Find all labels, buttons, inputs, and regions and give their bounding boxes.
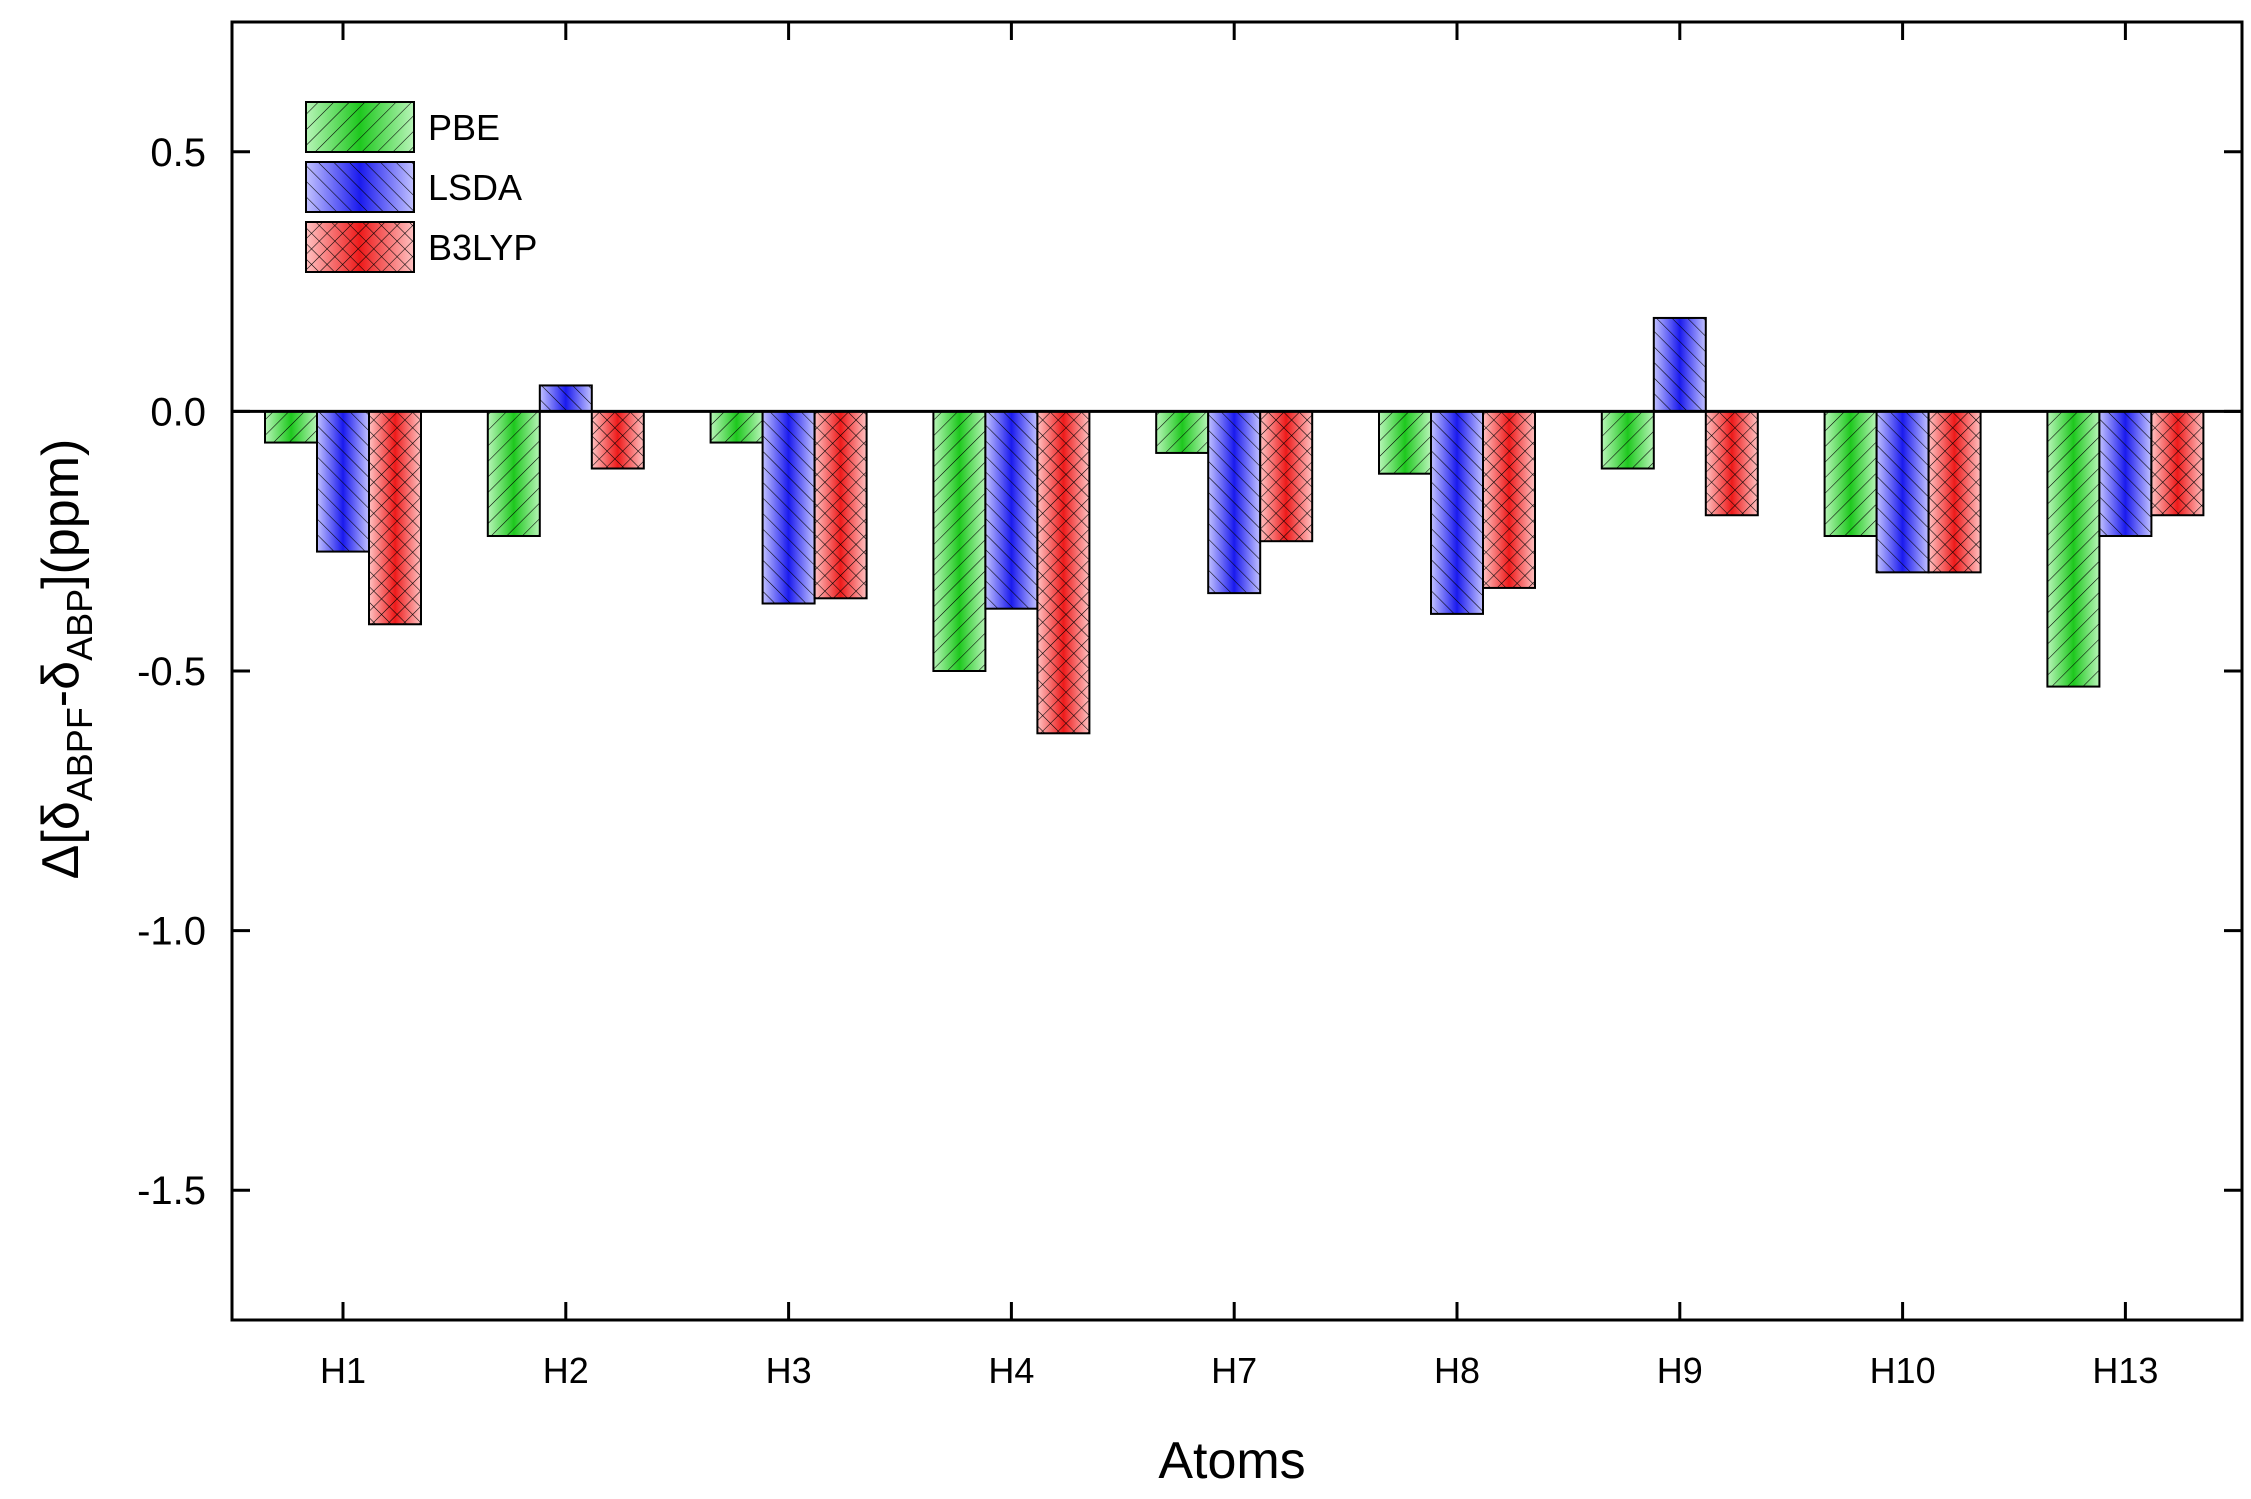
x-tick-label: H4 [988, 1350, 1034, 1391]
x-tick-label: H10 [1870, 1350, 1936, 1391]
x-tick-label: H7 [1211, 1350, 1257, 1391]
bar-hatch [317, 411, 369, 552]
bar-hatch [933, 411, 986, 671]
legend-swatch-outline [305, 161, 415, 213]
bar-hatch [1653, 317, 1706, 412]
bar-lsda-h9 [1652, 316, 1707, 413]
bar-b3lyp-h9 [1704, 410, 1759, 517]
x-axis: H1 H2 H3 H4 H7 H8 H9 H10 H13 [320, 22, 2158, 1391]
x-tick-label: H2 [543, 1350, 589, 1391]
bar-pbe-h10 [1823, 410, 1878, 538]
legend-label: LSDA [428, 167, 522, 208]
y-axis-title-suffix: ](ppm) [32, 439, 90, 589]
legend-swatch-hatch [306, 102, 414, 152]
bar-hatch-cross [1260, 411, 1313, 542]
bar-lsda-h2 [538, 384, 593, 413]
bar-lsda-h1 [316, 410, 370, 553]
bar-hatch [1601, 411, 1654, 469]
bar-hatch [1824, 411, 1877, 537]
legend-swatch-hatch [306, 162, 414, 212]
bar-hatch [1876, 411, 1929, 573]
bar-b3lyp-h4 [1036, 410, 1091, 735]
x-axis-title: Atoms [1158, 1432, 1305, 1490]
bar-hatch-cross [1037, 411, 1090, 734]
bar-hatch [710, 411, 763, 443]
x-tick-label: H8 [1434, 1350, 1480, 1391]
bar-hatch-cross [814, 411, 867, 599]
bars [264, 316, 2205, 735]
bar-hatch [762, 411, 815, 604]
legend-item-b3lyp: B3LYP [305, 221, 537, 273]
legend: PBE LSDA B3LYP [305, 101, 537, 273]
y-tick-label: 0.5 [150, 131, 206, 175]
y-axis-title-sub2: ABP [59, 589, 100, 661]
bar-hatch [2047, 411, 2100, 687]
y-axis-title-prefix: Δ[δ [32, 801, 90, 879]
bar-lsda-h4 [984, 410, 1039, 610]
y-tick-label: -1.0 [137, 910, 206, 954]
bar-lsda-h10 [1875, 410, 1930, 574]
bar-hatch [265, 411, 317, 443]
legend-swatch-outline [305, 221, 415, 273]
bar-hatch [2099, 411, 2152, 537]
bar-hatch-cross [369, 411, 421, 625]
y-axis-title-mid: -δ [32, 661, 90, 707]
bar-hatch [985, 411, 1038, 609]
bar-hatch-cross [1705, 411, 1758, 516]
legend-swatch-hatch-cross [306, 222, 414, 272]
bar-lsda-h3 [761, 410, 816, 605]
bar-hatch-cross [2151, 411, 2204, 516]
bar-hatch-cross [1483, 411, 1535, 588]
bar-hatch [539, 385, 592, 412]
bar-hatch-cross [1928, 411, 1981, 573]
legend-label: B3LYP [428, 227, 537, 268]
legend-label: PBE [428, 107, 500, 148]
bar-hatch [1156, 411, 1209, 453]
bar-pbe-h9 [1600, 410, 1655, 470]
bar-hatch [1431, 411, 1483, 614]
y-axis: 0.5 0.0 -0.5 -1.0 -1.5 [137, 131, 2242, 1213]
y-axis-title-sub1: ABPF [59, 707, 100, 801]
bar-pbe-h3 [709, 410, 764, 444]
bar-pbe-h7 [1155, 410, 1210, 454]
bar-pbe-h4 [932, 410, 987, 672]
legend-item-lsda: LSDA [305, 161, 522, 213]
bar-b3lyp-h3 [813, 410, 868, 600]
plot-frame [230, 20, 2244, 1322]
bar-pbe-h8 [1378, 410, 1432, 475]
bar-b3lyp-h13 [2150, 410, 2205, 517]
bar-hatch [487, 411, 540, 537]
y-axis-title: Δ[δABPF-δABP](ppm) [32, 439, 100, 880]
bar-lsda-h8 [1430, 410, 1484, 615]
bar-pbe-h2 [486, 410, 541, 538]
bar-pbe-h1 [264, 410, 318, 444]
bar-lsda-h13 [2098, 410, 2153, 538]
bar-pbe-h13 [2046, 410, 2101, 688]
x-tick-label: H1 [320, 1350, 366, 1391]
legend-item-pbe: PBE [305, 101, 500, 153]
x-tick-label: H9 [1657, 1350, 1703, 1391]
bar-lsda-h7 [1207, 410, 1262, 595]
bar-b3lyp-h10 [1927, 410, 1982, 574]
y-tick-label: -1.5 [137, 1169, 206, 1213]
bar-b3lyp-h7 [1259, 410, 1314, 543]
bar-hatch-cross [591, 411, 644, 469]
bar-hatch [1208, 411, 1261, 594]
bar-b3lyp-h2 [590, 410, 645, 470]
y-tick-label: 0.0 [150, 390, 206, 434]
x-tick-label: H3 [766, 1350, 812, 1391]
x-tick-label: H13 [2092, 1350, 2158, 1391]
y-tick-label: -0.5 [137, 650, 206, 694]
bar-b3lyp-h8 [1482, 410, 1536, 589]
bar-hatch [1379, 411, 1431, 474]
legend-swatch-outline [305, 101, 415, 153]
bar-b3lyp-h1 [368, 410, 422, 626]
